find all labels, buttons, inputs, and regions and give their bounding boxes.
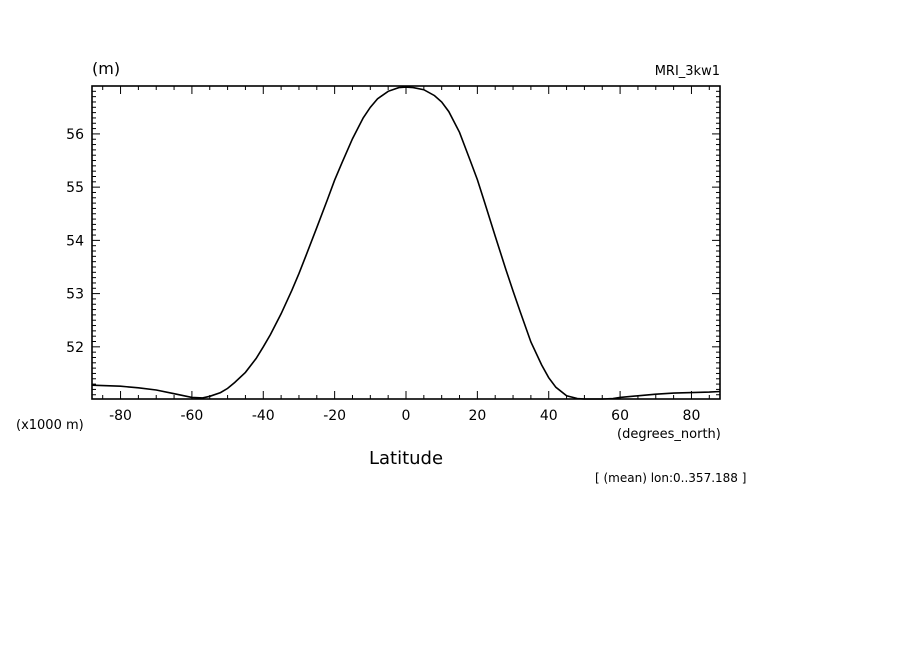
y-tick-label: 52 [66,340,84,356]
series-line [91,86,721,400]
x-tick-label: -80 [109,408,132,424]
y-tick-label: 55 [66,180,84,196]
y-tick-label: 53 [66,287,84,303]
x-tick-label: 80 [683,408,701,424]
plot-frame [91,85,721,400]
tick-marks [92,85,720,399]
x-tick-label: -20 [323,408,346,424]
x-axis-label: Latitude [369,448,443,469]
footnote: [ (mean) lon:0..357.188 ] [595,471,746,485]
model-label: MRI_3kw1 [655,64,720,79]
y-tick-label: 54 [66,233,84,249]
x-tick-label: 0 [402,408,411,424]
x-tick-label: 60 [611,408,629,424]
x-tick-label: -40 [252,408,275,424]
y-tick-label: 56 [66,127,84,143]
x-tick-labels: -80 -60 -40 -20 0 20 40 60 80 [109,408,700,424]
scale-label: (x1000 m) [16,418,84,433]
x-tick-label: -60 [180,408,203,424]
unit-label: (m) [92,59,120,78]
x-unit-label: (degrees_north) [617,427,721,442]
y-tick-labels: 52 53 54 55 56 [66,127,84,356]
x-tick-label: 40 [540,408,558,424]
x-tick-label: 20 [468,408,486,424]
